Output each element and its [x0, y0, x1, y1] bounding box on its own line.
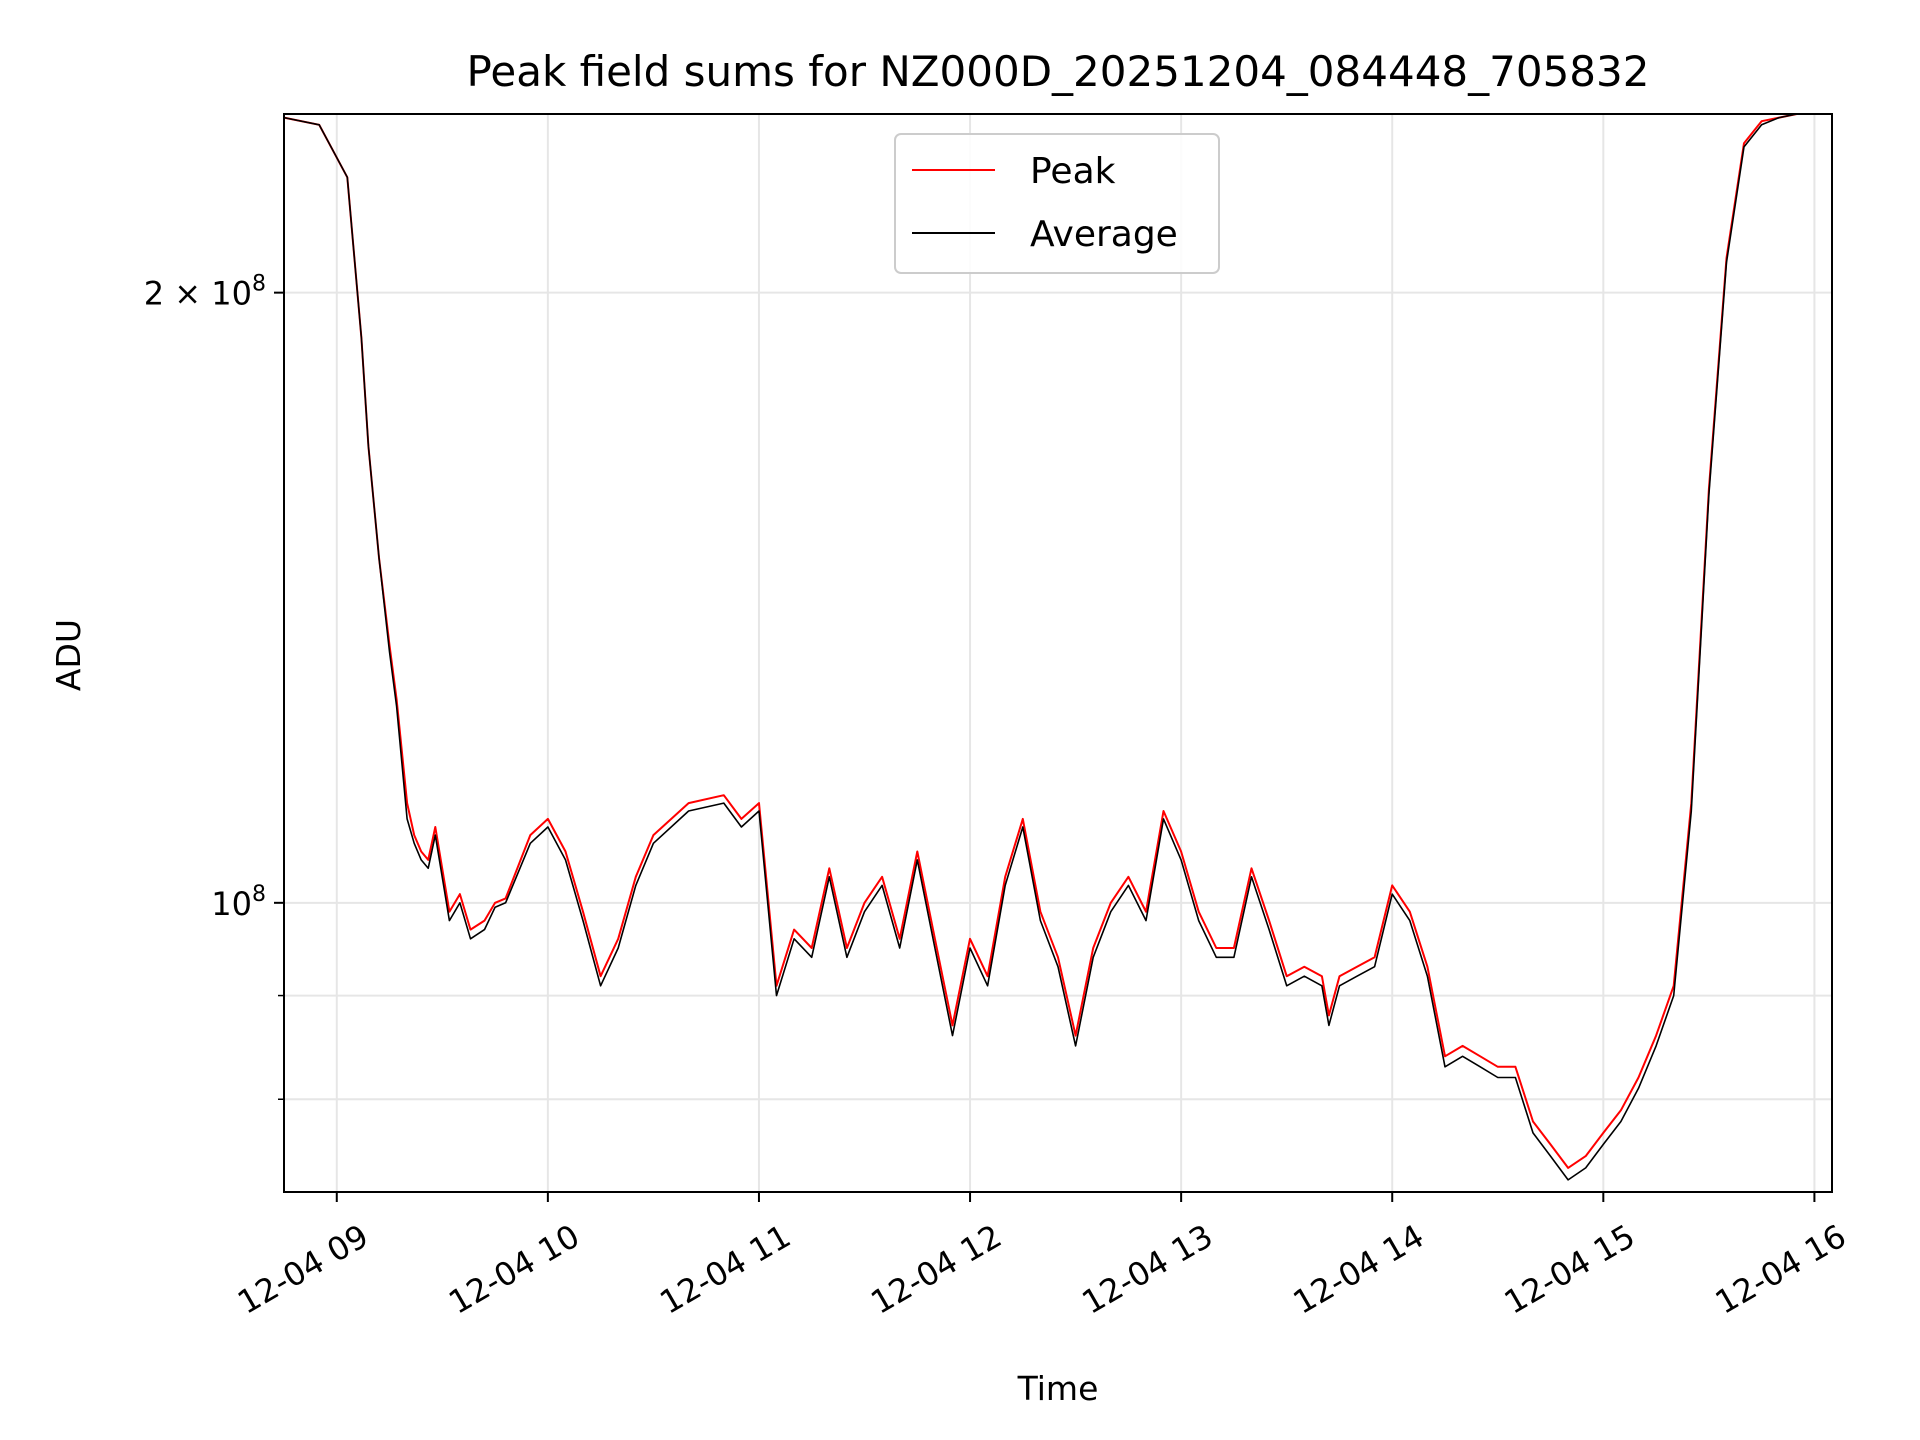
y-tick-label: 108	[211, 882, 266, 923]
series-lines	[283, 113, 1832, 1181]
legend-label-peak: Peak	[1030, 151, 1116, 192]
plot-area	[283, 113, 1833, 1193]
y-axis-label: ADU	[49, 619, 88, 691]
y-tick-label: 2 × 108	[144, 272, 266, 313]
legend-label-average: Average	[1030, 214, 1178, 255]
x-axis-label: Time	[1017, 1369, 1099, 1408]
legend-box	[894, 133, 1220, 274]
chart-title: Peak field sums for NZ000D_20251204_0844…	[467, 47, 1650, 96]
legend: Peak Average	[894, 133, 1220, 274]
grid	[284, 114, 1832, 1192]
series-line-average	[283, 113, 1832, 1181]
series-line-peak	[283, 113, 1832, 1169]
